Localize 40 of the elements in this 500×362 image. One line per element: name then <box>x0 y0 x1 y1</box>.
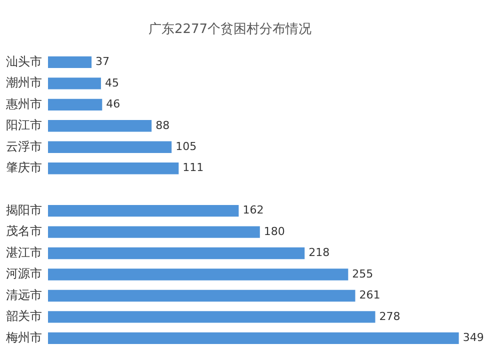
bar <box>48 98 102 111</box>
bar <box>48 78 101 90</box>
y-tick-label: 惠州市 <box>5 96 42 111</box>
y-tick-label: 肇庆市 <box>6 160 42 174</box>
data-label: 37 <box>96 55 110 68</box>
y-tick-label: 揭阳市 <box>6 202 42 217</box>
y-tick-label: 清远市 <box>6 288 42 302</box>
bar <box>48 332 459 344</box>
data-label: 349 <box>462 331 484 344</box>
data-label: 278 <box>379 310 400 323</box>
bar <box>48 290 356 302</box>
data-label: 261 <box>359 288 380 302</box>
y-tick-label: 汕头市 <box>6 54 42 68</box>
data-label: 180 <box>264 224 285 238</box>
y-tick-label: 河源市 <box>6 266 42 281</box>
y-tick-label: 茂名市 <box>6 224 42 238</box>
chart-title: 广东2277个贫困村分布情况 <box>148 22 312 38</box>
bar <box>48 247 305 260</box>
bar <box>48 56 92 68</box>
data-label: 218 <box>308 246 330 260</box>
y-tick-label: 阳江市 <box>6 118 42 132</box>
bar <box>48 120 152 132</box>
data-label: 105 <box>176 140 197 153</box>
y-tick-label: 潮州市 <box>6 76 42 90</box>
y-tick-label: 韶关市 <box>6 309 42 324</box>
data-label: 46 <box>106 98 120 111</box>
data-label: 88 <box>156 118 170 132</box>
bar <box>48 311 376 323</box>
bar <box>48 268 348 280</box>
data-label: 255 <box>352 267 374 280</box>
y-tick-label: 云浮市 <box>6 139 42 154</box>
bar <box>48 141 172 153</box>
y-tick-label: 湛江市 <box>6 245 42 260</box>
data-label: 111 <box>182 161 204 174</box>
data-label: 45 <box>104 76 119 90</box>
y-tick-label: 梅州市 <box>5 330 42 344</box>
data-label: 162 <box>242 204 264 217</box>
bar <box>48 226 260 238</box>
bar <box>48 204 239 217</box>
bar <box>48 162 179 174</box>
